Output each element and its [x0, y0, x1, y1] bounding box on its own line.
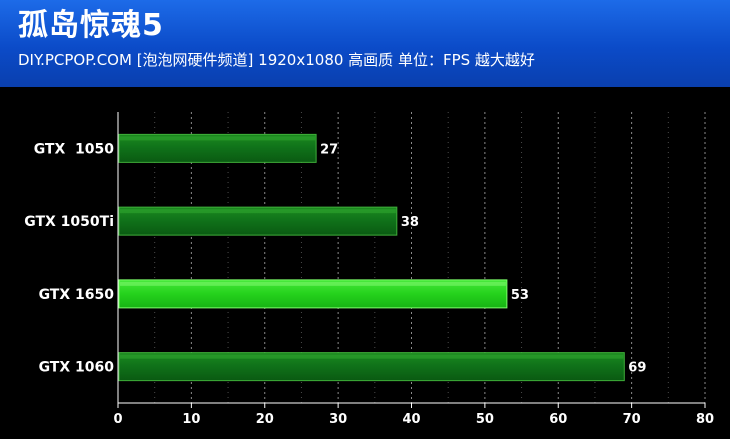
bar-gloss	[120, 354, 624, 359]
x-tick-label: 70	[623, 412, 641, 427]
category-label: GTX 1050	[34, 141, 115, 157]
category-label: GTX 1060	[39, 360, 115, 376]
labels: 0 10 20 30 40 50 60 70 80 GTX 1050 27 GTX 1050Ti 38 G…	[24, 141, 714, 427]
category-label: GTX 1650	[39, 287, 115, 303]
x-tick-label: 40	[402, 412, 420, 427]
value-label: 27	[320, 142, 338, 157]
bar-gloss	[120, 136, 316, 141]
grid-lines	[154, 112, 706, 403]
value-label: 69	[628, 361, 646, 376]
x-tick-label: 0	[113, 412, 122, 427]
x-tick-label: 30	[329, 412, 347, 427]
x-tick-label: 20	[256, 412, 274, 427]
value-label: 38	[401, 215, 419, 230]
bars	[118, 133, 625, 382]
chart-subtitle: DIY.PCPOP.COM [泡泡网硬件频道] 1920x1080 高画质 单位…	[18, 51, 535, 69]
value-label: 53	[511, 288, 529, 303]
bar-gloss	[120, 209, 396, 214]
axes	[117, 112, 706, 408]
chart-header	[0, 0, 730, 87]
x-tick-label: 80	[696, 412, 714, 427]
x-tick-label: 10	[182, 412, 200, 427]
bar-gloss	[120, 281, 506, 286]
x-tick-label: 60	[549, 412, 567, 427]
x-tick-label: 50	[476, 412, 494, 427]
chart-title: 孤岛惊魂5	[18, 8, 164, 43]
category-label: GTX 1050Ti	[24, 214, 114, 230]
